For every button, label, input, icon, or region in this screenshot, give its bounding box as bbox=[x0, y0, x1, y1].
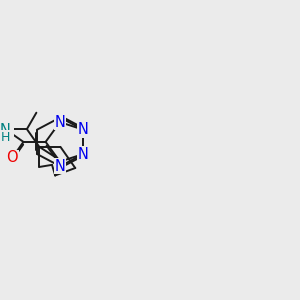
Text: O: O bbox=[6, 150, 18, 165]
Text: N: N bbox=[55, 115, 65, 130]
Text: N: N bbox=[55, 159, 66, 174]
Text: N: N bbox=[78, 147, 88, 162]
Text: N: N bbox=[0, 123, 11, 138]
Text: H: H bbox=[1, 131, 10, 144]
Text: N: N bbox=[78, 122, 88, 137]
